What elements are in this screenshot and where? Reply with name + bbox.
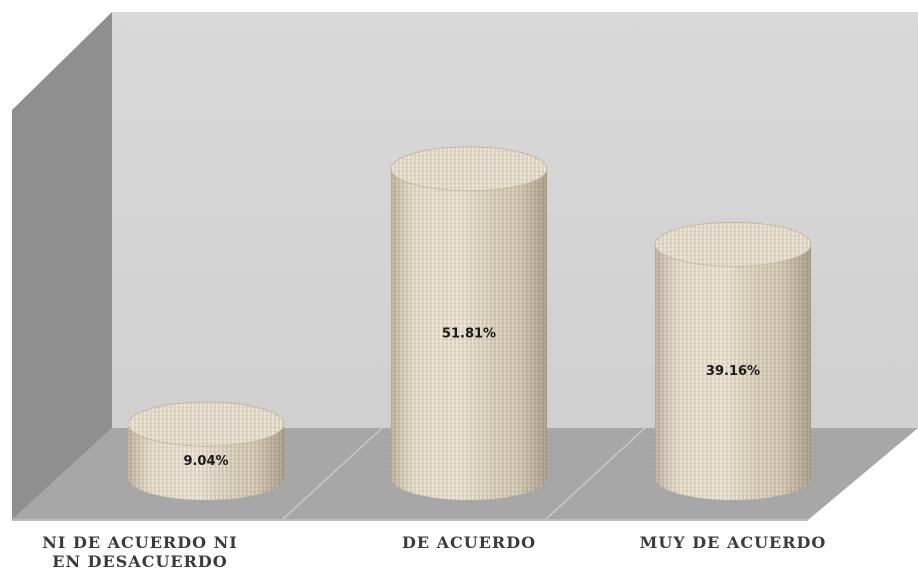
category-label-1: DE ACUERDO	[401, 533, 537, 552]
bar-top	[655, 222, 811, 267]
bar-shade	[391, 168, 547, 500]
data-label: 9.04%	[183, 454, 228, 469]
bar-top-highlight	[654, 221, 812, 267]
data-label: 39.16%	[706, 364, 760, 379]
bar-1: 51.81%	[390, 146, 548, 500]
bar-shade	[655, 244, 811, 500]
category-label-0: NI DE ACUERDO NI EN DESACUERDO	[42, 533, 238, 571]
floor-divider-1	[281, 427, 383, 521]
bar-top	[128, 402, 284, 447]
bar-top-highlight	[390, 146, 548, 192]
data-label: 51.81%	[442, 326, 496, 341]
side-wall	[12, 12, 112, 520]
bar-0: 9.04%	[127, 401, 285, 500]
category-label-2: MUY DE ACUERDO	[639, 533, 827, 552]
bar-2: 39.16%	[654, 221, 812, 500]
bar-top	[391, 146, 547, 191]
bar-top-highlight	[127, 401, 285, 447]
floor-divider-2	[544, 427, 646, 521]
bars-group: 9.04% 51.81% 39.16%	[127, 146, 812, 500]
